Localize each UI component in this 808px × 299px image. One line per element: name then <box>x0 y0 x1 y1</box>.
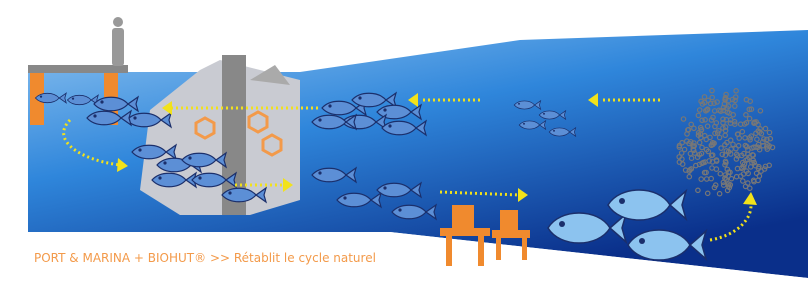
illustration: PORT & MARINA + BIOHUT® >> Rétablit le c… <box>0 0 808 299</box>
caption: PORT & MARINA + BIOHUT® >> Rétablit le c… <box>34 251 376 265</box>
